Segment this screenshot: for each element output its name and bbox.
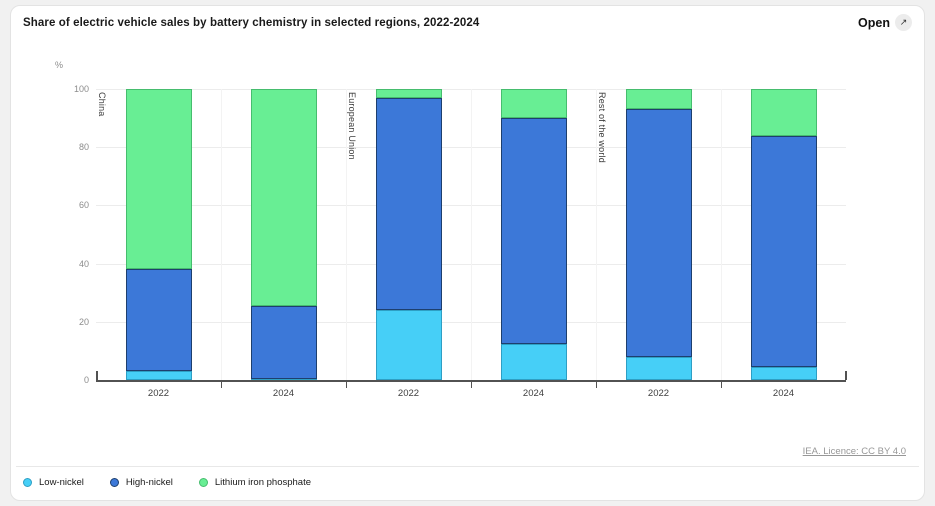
y-axis-tick-label: 40 xyxy=(78,258,89,269)
region-label-rest-of-the-world: Rest of the world xyxy=(597,92,607,163)
x-axis-tick-label: 2024 xyxy=(522,388,545,399)
bar-rest-of-the-world-2024-high-nickel[interactable] xyxy=(750,135,817,367)
bar-european-union-2022-low-nickel[interactable] xyxy=(375,310,442,380)
legend-label: Lithium iron phosphate xyxy=(214,477,312,488)
x-axis-tick xyxy=(346,382,347,388)
x-axis-tick-label: 2022 xyxy=(647,388,670,399)
y-axis-tick-label: 0 xyxy=(83,375,89,385)
bar-european-union-2022-high-nickel[interactable] xyxy=(375,97,442,311)
x-axis-end-tick xyxy=(845,371,847,380)
x-gridline xyxy=(596,89,597,380)
y-axis-unit-label: % xyxy=(55,60,64,70)
x-axis-tick xyxy=(596,382,597,388)
open-button[interactable]: Open ↗ xyxy=(858,14,912,31)
x-gridline xyxy=(346,89,347,380)
x-gridline xyxy=(721,89,722,380)
source-licence-link[interactable]: IEA. Licence: CC BY 4.0 xyxy=(802,446,906,457)
y-axis-tick-label: 100 xyxy=(73,84,89,94)
bar-china-2022-low-nickel[interactable] xyxy=(125,371,192,380)
x-axis-tick-label: 2024 xyxy=(272,388,295,399)
bar-rest-of-the-world-2024-lithium-iron-phosphate[interactable] xyxy=(750,89,817,136)
legend-label: High-nickel xyxy=(125,477,173,488)
legend-item-low-nickel[interactable]: Low-nickel xyxy=(23,477,84,488)
x-axis-end-tick xyxy=(96,371,98,380)
bar-european-union-2024-low-nickel[interactable] xyxy=(500,343,567,380)
x-axis-tick xyxy=(471,382,472,388)
legend: Low-nickel High-nickel Lithium iron phosph… xyxy=(23,477,311,488)
bar-china-2024-high-nickel[interactable] xyxy=(250,305,317,379)
legend-marker-icon xyxy=(198,478,208,487)
region-label-china: China xyxy=(97,92,107,117)
bar-china-2022-lithium-iron-phosphate[interactable] xyxy=(125,89,192,270)
y-axis-tick-label: 80 xyxy=(78,142,89,153)
y-axis-tick-label: 60 xyxy=(78,200,89,211)
legend-marker-icon xyxy=(109,478,119,487)
bar-rest-of-the-world-2022-low-nickel[interactable] xyxy=(625,356,692,380)
chart-card: Share of electric vehicle sales by batte… xyxy=(10,5,925,501)
bar-european-union-2022-lithium-iron-phosphate[interactable] xyxy=(375,89,442,98)
x-axis-tick-label: 2022 xyxy=(147,388,170,399)
x-axis-line xyxy=(96,380,846,382)
region-label-european-union: European Union xyxy=(347,92,357,160)
chart-title: Share of electric vehicle sales by batte… xyxy=(23,17,480,29)
x-gridline xyxy=(221,89,222,380)
x-axis-tick xyxy=(221,382,222,388)
x-axis-tick-label: 2022 xyxy=(397,388,420,399)
bar-european-union-2024-high-nickel[interactable] xyxy=(500,118,567,344)
y-axis-tick-label: 20 xyxy=(78,316,89,327)
legend-label: Low-nickel xyxy=(39,477,84,488)
chart-plot-area: % 0 20 40 60 80 100 2022 2024 2022 2024 2022 2024 Ch… xyxy=(11,6,924,500)
x-axis-tick-label: 2024 xyxy=(772,388,795,399)
legend-item-high-nickel[interactable]: High-nickel xyxy=(109,477,173,488)
legend-marker-icon xyxy=(23,478,32,487)
bar-rest-of-the-world-2022-high-nickel[interactable] xyxy=(625,109,692,357)
legend-item-lithium-iron-phosphate[interactable]: Lithium iron phosphate xyxy=(198,477,312,488)
bar-china-2024-lithium-iron-phosphate[interactable] xyxy=(250,89,317,306)
open-button-label: Open xyxy=(858,15,890,30)
arrow-up-right-icon: ↗ xyxy=(895,14,912,31)
bar-rest-of-the-world-2022-lithium-iron-phosphate[interactable] xyxy=(625,89,692,110)
bar-china-2022-high-nickel[interactable] xyxy=(125,269,192,372)
bar-european-union-2024-lithium-iron-phosphate[interactable] xyxy=(500,89,567,119)
footer-divider xyxy=(16,466,919,467)
x-gridline xyxy=(471,89,472,380)
bar-rest-of-the-world-2024-low-nickel[interactable] xyxy=(750,366,817,380)
x-axis-tick xyxy=(721,382,722,388)
